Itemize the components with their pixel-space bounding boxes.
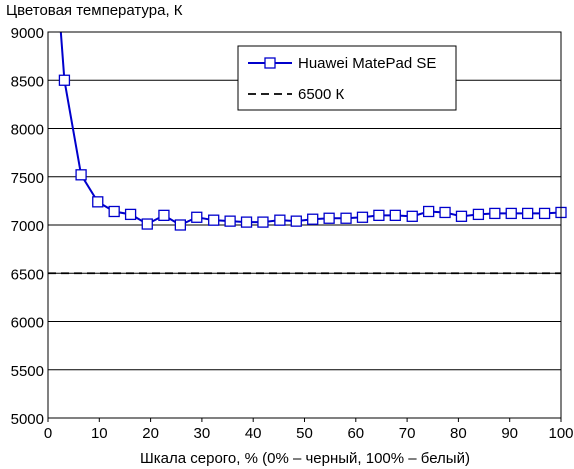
- legend: Huawei MatePad SE 6500 К: [237, 45, 457, 111]
- data-point: [274, 214, 286, 226]
- x-tick-label: 90: [501, 425, 518, 442]
- x-tick-label: 100: [548, 425, 573, 442]
- y-tick-label: 7000: [11, 218, 44, 235]
- x-tick-label: 20: [142, 425, 159, 442]
- legend-label-huawei: Huawei MatePad SE: [298, 55, 436, 72]
- y-tick-label: 6000: [11, 315, 44, 332]
- x-axis-label: Шкала серого, % (0% – черный, 100% – бел…: [140, 450, 470, 467]
- x-tick-label: 30: [194, 425, 211, 442]
- data-point: [389, 209, 401, 222]
- y-axis-label: Цветовая температура, К: [6, 2, 183, 19]
- data-point: [58, 74, 71, 86]
- data-point: [307, 213, 319, 225]
- x-tick-label: 10: [91, 425, 108, 442]
- data-point: [290, 215, 302, 227]
- data-point: [240, 216, 253, 228]
- x-tick-label: 50: [296, 425, 313, 442]
- data-point: [373, 209, 385, 222]
- y-tick-label: 5000: [11, 411, 44, 428]
- data-point: [108, 205, 120, 218]
- data-point: [323, 212, 335, 224]
- x-tick-label: 0: [44, 425, 52, 442]
- x-tick-label: 40: [245, 425, 262, 442]
- data-point: [75, 169, 87, 181]
- legend-box: [237, 45, 457, 111]
- data-point: [141, 218, 153, 230]
- data-point: [124, 208, 137, 221]
- axes: 5000 5500 6000 6500 7000 7500 8000 8500 9000 0 10 2…: [11, 25, 574, 442]
- legend-swatch-huawei-marker: [264, 57, 276, 69]
- data-point: [522, 207, 534, 220]
- data-point: [257, 216, 269, 228]
- data-point: [224, 215, 236, 227]
- data-point: [455, 210, 468, 222]
- data-point: [191, 211, 203, 223]
- data-point: [472, 208, 485, 221]
- x-tick-label: 70: [399, 425, 416, 442]
- x-tick-label: 60: [347, 425, 364, 442]
- data-point: [538, 207, 551, 220]
- y-tick-label: 8000: [11, 122, 44, 139]
- data-point: [340, 212, 352, 224]
- data-point: [439, 206, 451, 219]
- data-point: [174, 219, 187, 231]
- legend-label-6500: 6500 К: [298, 86, 345, 103]
- data-point: [208, 214, 220, 226]
- data-point: [422, 205, 435, 218]
- y-tick-label: 6500: [11, 266, 44, 283]
- data-point: [356, 211, 369, 223]
- data-point: [158, 209, 170, 222]
- x-tick-label: 80: [450, 425, 467, 442]
- y-tick-label: 8500: [11, 73, 44, 90]
- data-point: [92, 196, 104, 208]
- data-point: [505, 207, 517, 220]
- plot-frame: [47, 31, 562, 419]
- data-point: [489, 207, 501, 220]
- y-tick-label: 9000: [11, 25, 44, 42]
- series-group: [58, 31, 567, 231]
- y-tick-label: 5500: [11, 363, 44, 380]
- data-point: [406, 210, 418, 222]
- y-tick-label: 7500: [11, 170, 44, 187]
